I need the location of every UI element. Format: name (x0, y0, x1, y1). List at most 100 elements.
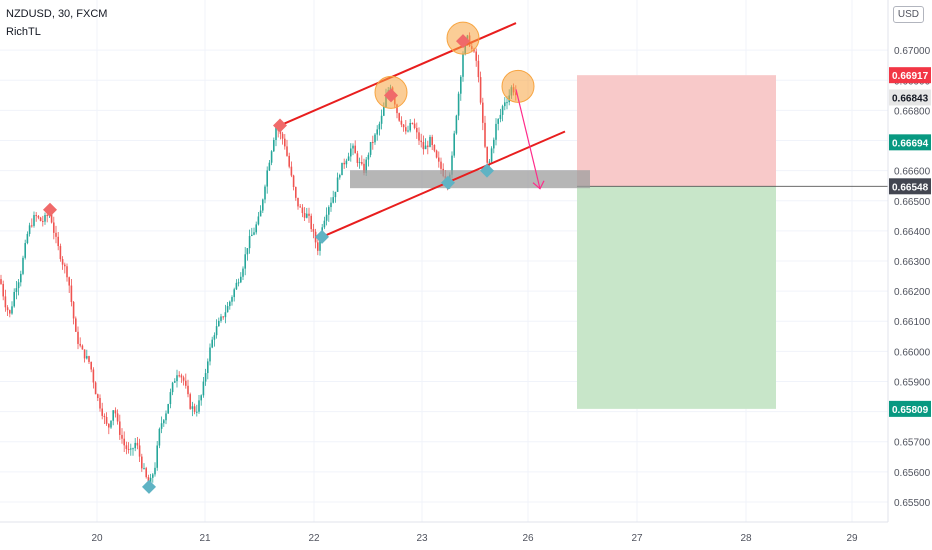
candle-body (275, 126, 277, 140)
candle-body (396, 104, 398, 114)
candle-body (167, 404, 169, 414)
candle-body (493, 139, 495, 149)
annotations[interactable] (43, 21, 590, 494)
candle-body (127, 448, 130, 450)
candle-body (323, 220, 326, 228)
candle-body (299, 206, 301, 208)
candle-body (422, 142, 425, 150)
currency-button[interactable]: USD (892, 6, 924, 23)
candle-body (79, 343, 81, 346)
candle-body (81, 345, 84, 350)
candle-body (334, 191, 337, 198)
price-tick-label: 0.65900 (894, 377, 931, 388)
price-label-badge (889, 134, 931, 151)
candle-body (504, 102, 506, 107)
price-tick-label: 0.66800 (894, 106, 931, 117)
candle-body (380, 115, 383, 124)
candle-body (284, 138, 286, 147)
candle-body (229, 301, 231, 307)
price-axis[interactable]: 0.670000.669000.668000.667000.666000.665… (887, 0, 932, 550)
candle-body (134, 442, 136, 449)
candle-body (372, 141, 374, 143)
candle-body (196, 411, 198, 413)
candle-body (68, 277, 70, 286)
candle-body (191, 406, 194, 409)
candle-body (22, 257, 24, 274)
position-tool[interactable] (577, 75, 888, 409)
candle-body (490, 148, 493, 162)
candle-body (39, 217, 42, 222)
candle-body (123, 438, 125, 446)
candle-body (202, 381, 205, 396)
candle-body (42, 221, 44, 223)
price-tick-label: 0.65500 (894, 498, 931, 509)
candle-body (233, 289, 235, 298)
candle-body (429, 136, 431, 147)
candle-body (325, 214, 328, 221)
candle-body (70, 285, 73, 302)
candle-body (369, 141, 372, 155)
candle-body (413, 123, 416, 128)
candle-body (72, 301, 75, 319)
price-tick-label: 0.66600 (894, 167, 931, 178)
swing-high-marker (384, 88, 398, 103)
candle-body (312, 229, 315, 232)
support-zone (350, 170, 590, 189)
candle-body (453, 133, 455, 156)
candle-body (178, 375, 180, 377)
candle-body (20, 273, 22, 283)
candle-body (143, 468, 145, 470)
candle-body (112, 410, 114, 421)
candle-body (189, 394, 191, 409)
candle-body (101, 408, 103, 416)
candle-body (64, 264, 66, 267)
price-tick-label: 0.66200 (894, 287, 931, 298)
candle-body (479, 77, 482, 103)
candle-body (354, 145, 356, 154)
candle-body (97, 394, 99, 399)
candle-body (290, 166, 293, 176)
candle-body (103, 415, 106, 418)
swing-high-marker (456, 34, 470, 49)
candle-body (248, 235, 251, 249)
candle-body (356, 153, 359, 163)
symbol-title: NZDUSD, 30, FXCM (6, 8, 108, 20)
candle-body (433, 145, 436, 151)
candle-body (482, 102, 484, 123)
candle-body (136, 442, 139, 446)
time-tick-label: 26 (522, 533, 534, 544)
candle-body (264, 186, 266, 200)
candle-body (420, 140, 422, 143)
candle-body (193, 406, 196, 412)
candle-body (237, 282, 240, 284)
time-axis[interactable]: 20 21 22 23 26 27 28 29 (0, 521, 888, 550)
candle-body (138, 445, 141, 457)
candle-body (110, 420, 112, 428)
candle-body (180, 375, 183, 378)
candle-body (376, 129, 378, 135)
candle-body (222, 316, 224, 318)
candle-body (251, 234, 253, 236)
candle-body (4, 296, 7, 308)
swing-high-marker (43, 202, 57, 217)
candle-body (297, 197, 299, 207)
candle-body (405, 127, 407, 132)
candle-body (400, 120, 403, 125)
candle-body (383, 106, 385, 116)
price-tick-label: 0.66500 (894, 197, 931, 208)
candle-body (303, 213, 306, 218)
candle-body (108, 423, 110, 428)
candle-body (495, 123, 497, 140)
price-tick-label: 0.66100 (894, 317, 931, 328)
candle-body (255, 224, 257, 233)
candle-body (273, 139, 275, 152)
candle-body (270, 151, 273, 163)
candle-body (501, 106, 504, 115)
price-label-badge (889, 89, 931, 106)
time-tick-label: 20 (91, 533, 103, 544)
candle-body (402, 124, 405, 128)
candle-body (50, 213, 53, 223)
candle-body (116, 413, 119, 422)
candle-body (332, 197, 334, 203)
